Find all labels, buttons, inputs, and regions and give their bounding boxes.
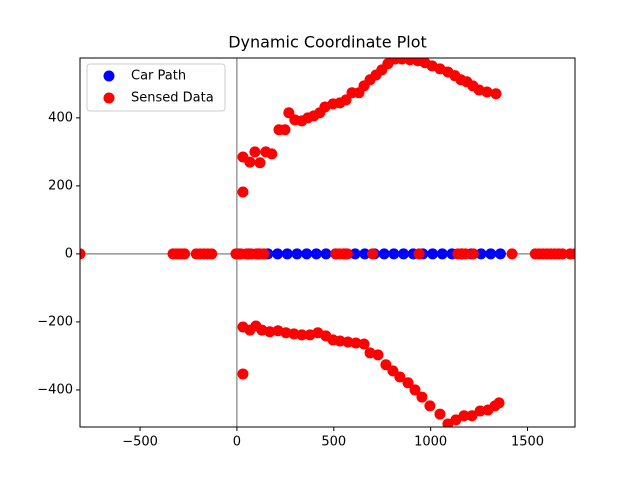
- scatter-point: [460, 248, 472, 260]
- scatter-point: [179, 248, 191, 260]
- scatter-point: [301, 248, 313, 260]
- scatter-point: [485, 248, 497, 260]
- x-tick-label: 500: [321, 435, 346, 450]
- legend-label: Car Path: [131, 69, 186, 84]
- scatter-point: [494, 248, 506, 260]
- chart-title: Dynamic Coordinate Plot: [228, 33, 427, 52]
- scatter-point: [506, 248, 518, 260]
- y-tick-label: 200: [48, 178, 73, 193]
- scatter-point: [413, 248, 425, 260]
- x-tick-label: 1000: [414, 435, 447, 450]
- scatter-point: [427, 248, 439, 260]
- legend-label: Sensed Data: [131, 91, 214, 106]
- scatter-point: [372, 349, 384, 361]
- y-tick-label: −200: [37, 314, 73, 329]
- scatter-point: [237, 186, 249, 198]
- scatter-point: [237, 368, 249, 380]
- scatter-point: [490, 88, 502, 100]
- scatter-point: [367, 248, 379, 260]
- scatter-point: [388, 248, 400, 260]
- legend-marker: [103, 70, 115, 82]
- scatter-point: [254, 157, 266, 169]
- scatter-point: [434, 408, 446, 420]
- scatter-point: [424, 400, 436, 412]
- scatter-point: [320, 248, 332, 260]
- scatter-point: [402, 377, 414, 389]
- scatter-point: [349, 248, 361, 260]
- scatter-point: [475, 248, 487, 260]
- scatter-point: [450, 414, 462, 426]
- scatter-point: [249, 146, 261, 158]
- y-tick-label: −400: [37, 382, 73, 397]
- scatter-point: [358, 338, 370, 350]
- scatter-point: [493, 397, 505, 409]
- y-tick-label: 400: [48, 110, 73, 125]
- scatter-point: [272, 248, 284, 260]
- scatter-point: [398, 248, 410, 260]
- scatter-point: [350, 337, 362, 349]
- scatter-point: [416, 391, 428, 403]
- legend-marker: [103, 92, 115, 104]
- x-tick-label: 1500: [511, 435, 544, 450]
- y-tick-label: 0: [65, 246, 73, 261]
- scatter-point: [266, 148, 278, 160]
- scatter-point: [569, 248, 575, 260]
- axes-frame: [79, 57, 576, 428]
- plot-area: [80, 58, 575, 427]
- scatter-point: [80, 248, 86, 260]
- scatter-point: [378, 248, 390, 260]
- scatter-point: [359, 248, 371, 260]
- scatter-point: [279, 124, 291, 136]
- scatter-point: [458, 410, 470, 422]
- scatter-point: [466, 410, 478, 422]
- x-tick-label: −500: [122, 435, 158, 450]
- scatter-point: [481, 86, 493, 98]
- scatter-point: [467, 248, 479, 260]
- legend: Car Path Sensed Data: [86, 63, 226, 112]
- scatter-point: [264, 326, 276, 338]
- scatter-point: [296, 329, 308, 341]
- scatter-point: [244, 156, 256, 168]
- legend-box: [86, 63, 226, 112]
- x-tick-label: 0: [233, 435, 241, 450]
- scatter-point: [409, 384, 421, 396]
- scatter-point: [341, 248, 353, 260]
- scatter-point: [206, 248, 218, 260]
- scatter-point: [436, 248, 448, 260]
- scatter-point: [281, 248, 293, 260]
- scatter-point: [258, 248, 270, 260]
- scatter-point: [310, 248, 322, 260]
- scatter-point: [556, 248, 568, 260]
- scatter-point: [291, 248, 303, 260]
- scatter-point: [394, 371, 406, 383]
